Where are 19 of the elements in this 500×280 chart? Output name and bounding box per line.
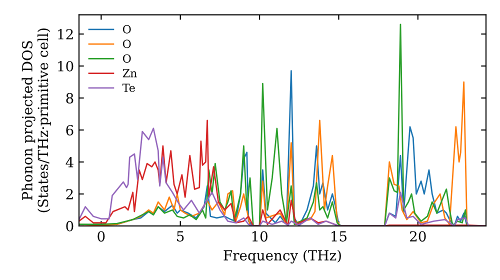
x-tick-label: 5: [177, 231, 184, 242]
y-tick-label: 4: [66, 156, 74, 168]
legend-label: Zn: [122, 69, 137, 78]
legend-label: Te: [122, 84, 135, 92]
x-axis-title: Frequency (THz): [224, 250, 341, 264]
y-tick-label: 10: [58, 60, 74, 72]
y-axis-title: Phonon projected DOS (States/THz·primitive cell): [22, 28, 51, 212]
x-tick-label: 10: [252, 231, 268, 242]
y-tick-label: 0: [66, 220, 74, 232]
legend-label: O: [122, 25, 131, 34]
x-tick-label: 20: [410, 231, 426, 242]
y-tick-label: 6: [66, 124, 74, 136]
legend-label: O: [122, 54, 131, 63]
y-tick-label: 8: [66, 92, 74, 104]
y-tick-label: 2: [66, 188, 73, 200]
legend-label: O: [122, 40, 131, 48]
x-tick-label: 15: [332, 231, 346, 242]
y-tick-label: 12: [58, 29, 73, 40]
x-tick-label: 0: [98, 231, 105, 242]
